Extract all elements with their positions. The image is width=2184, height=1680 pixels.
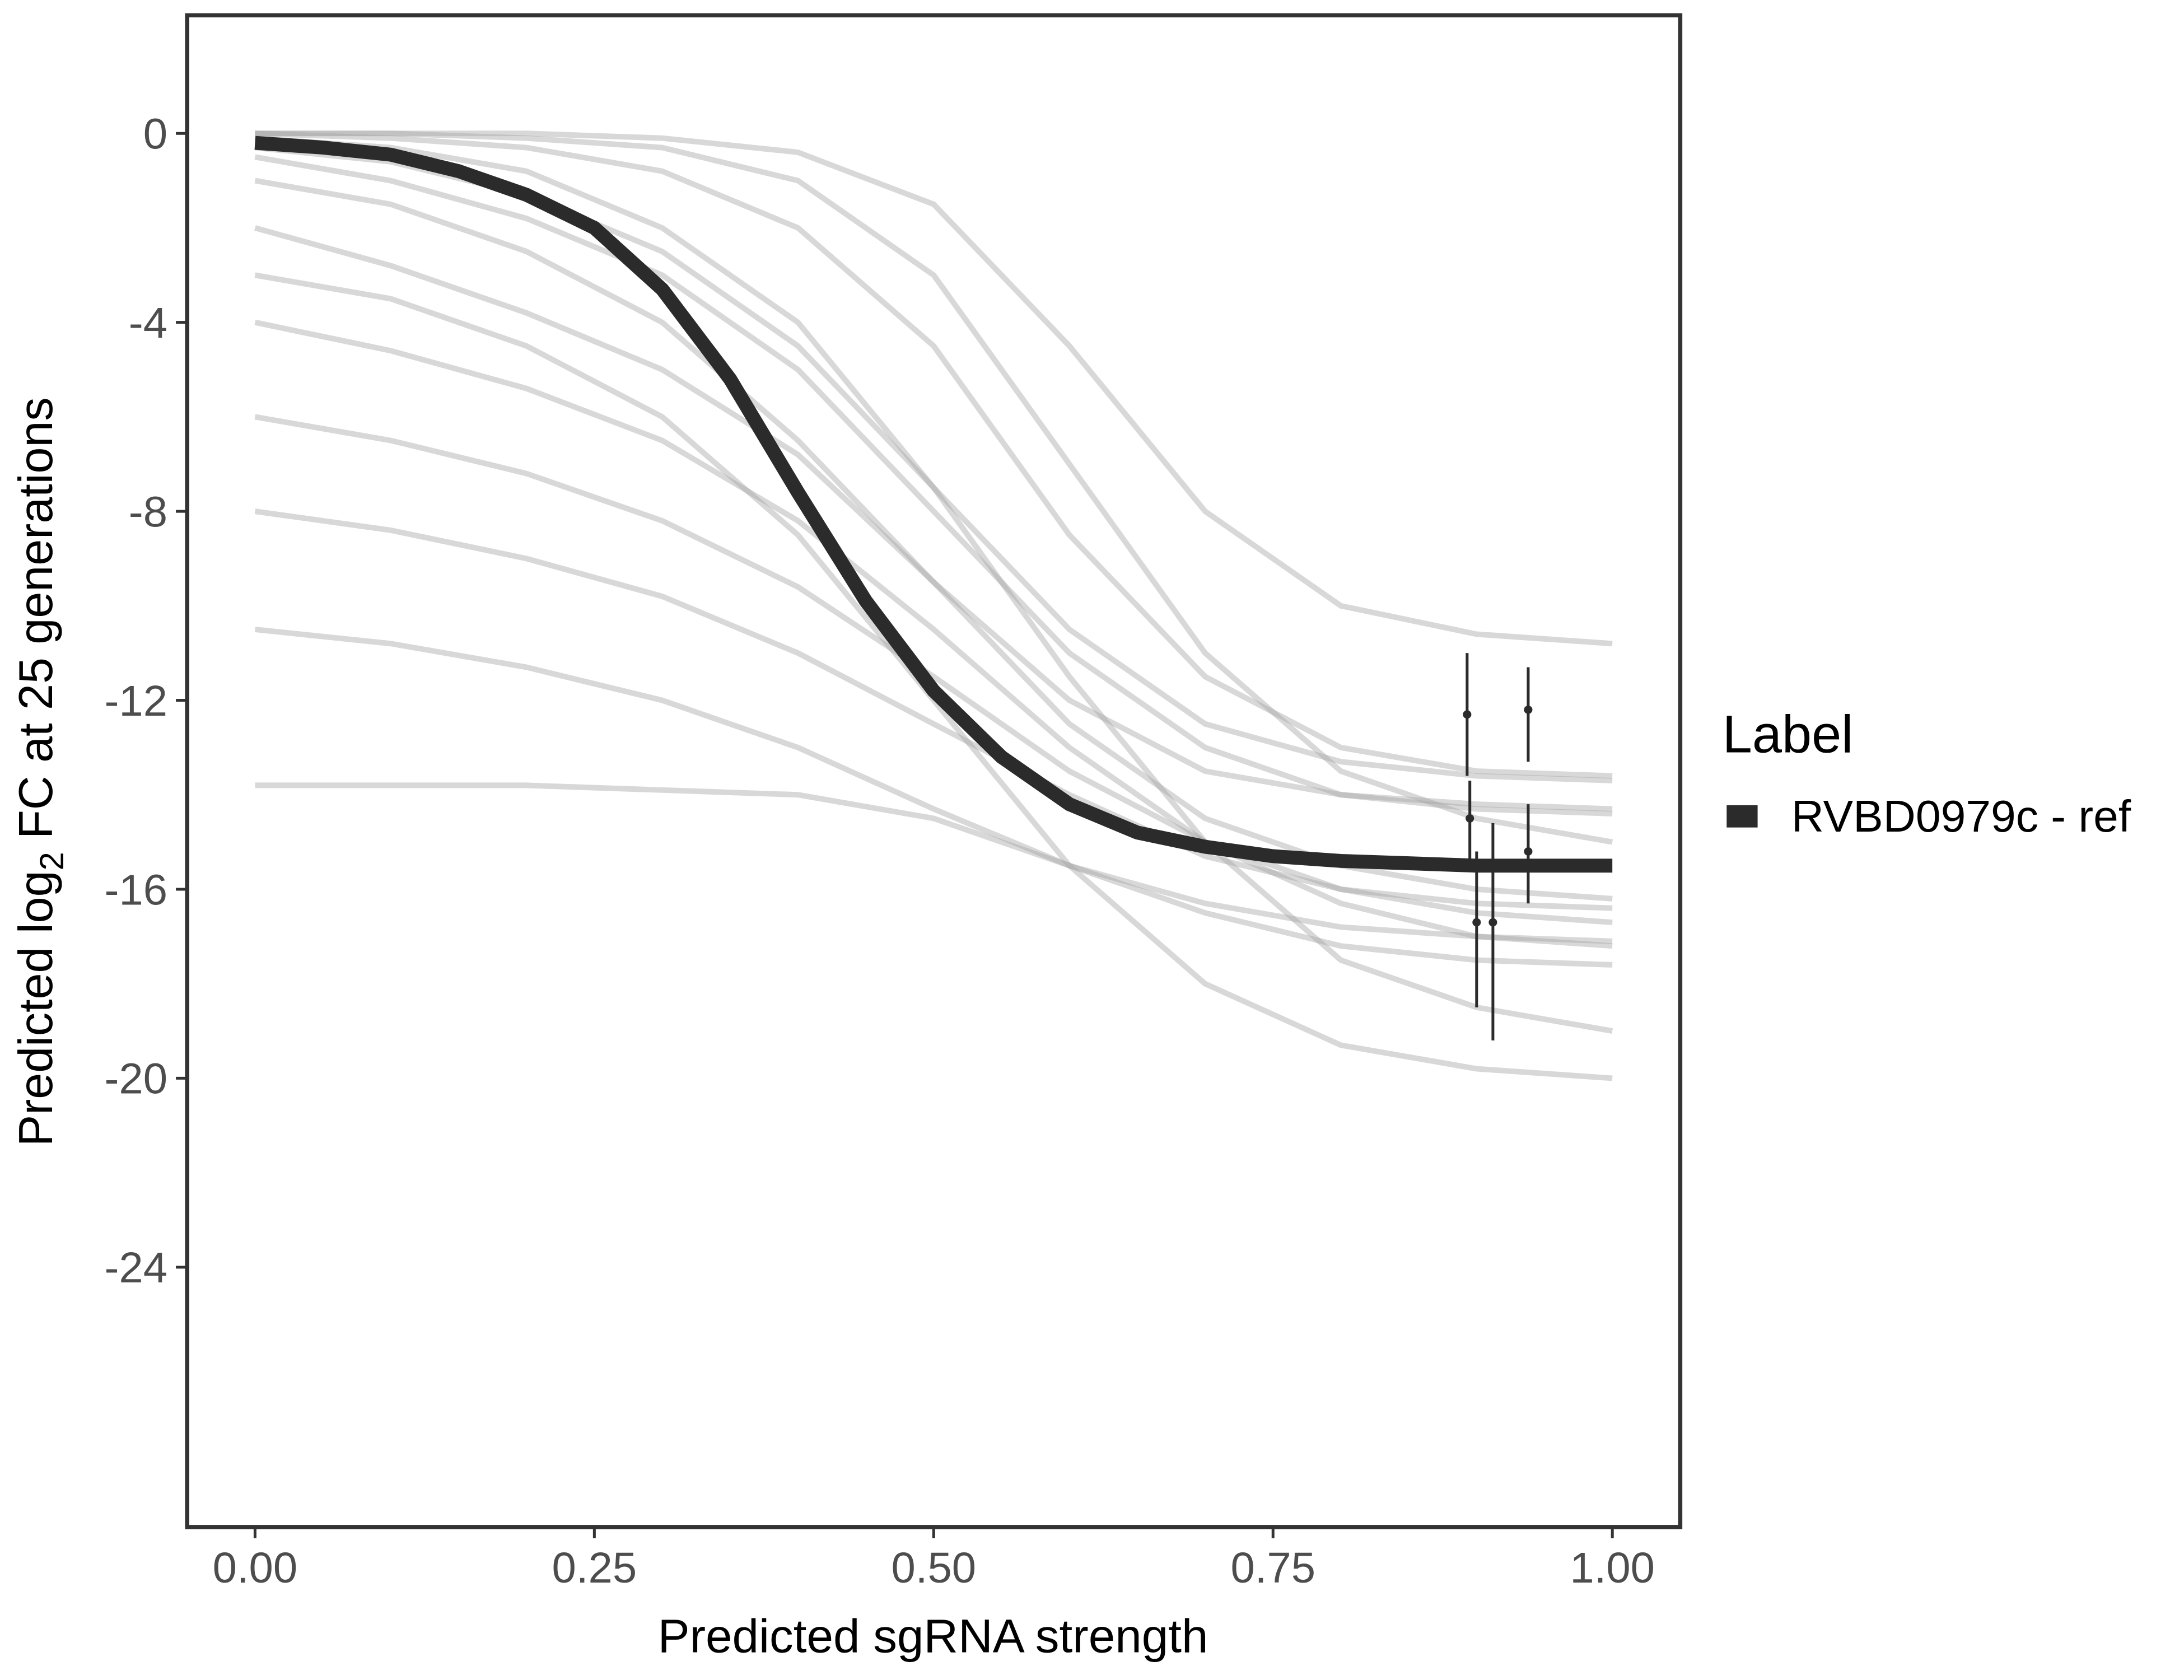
data-point <box>1488 918 1497 927</box>
x-tick-label: 0.00 <box>213 1544 298 1592</box>
x-tick-label: 1.00 <box>1570 1544 1655 1592</box>
data-point <box>1472 918 1481 927</box>
series-line <box>254 136 1613 873</box>
y-tick-label: -4 <box>129 299 167 347</box>
data-point <box>1524 847 1533 856</box>
x-tick-label: 0.25 <box>552 1544 637 1592</box>
y-tick-label: -8 <box>129 488 167 536</box>
y-axis-title-part: Predicted log <box>9 870 63 1146</box>
posterior-draw <box>254 225 1613 902</box>
plot-area <box>254 130 1613 1081</box>
y-tick-label: 0 <box>143 110 167 158</box>
posterior-draw <box>254 414 1613 925</box>
posterior-draw <box>255 130 1613 779</box>
y-tick-label: -20 <box>104 1055 167 1103</box>
y-tick-label: -12 <box>104 677 167 725</box>
legend-title: Label <box>1723 705 1854 764</box>
y-axis-title-sub: 2 <box>33 852 71 870</box>
posterior-draw <box>254 508 1613 911</box>
x-tick-label: 0.50 <box>891 1544 976 1592</box>
posterior-draw <box>255 782 1613 968</box>
posterior-draw <box>255 135 1613 1034</box>
x-axis-title: Predicted sgRNA strength <box>658 1609 1208 1662</box>
legend-key <box>1726 805 1758 828</box>
data-point <box>1466 814 1474 823</box>
posterior-draw <box>254 627 1613 944</box>
y-tick-label: -16 <box>104 866 167 914</box>
posterior-draw <box>254 319 1613 949</box>
y-axis-title: Predicted log2 FC at 25 generations <box>9 397 71 1146</box>
legend-label: RVBD0979c - ref <box>1791 792 2131 841</box>
posterior-draw <box>254 178 1613 812</box>
data-point <box>1524 705 1533 714</box>
x-tick-label: 0.75 <box>1230 1544 1315 1592</box>
y-tick-label: -24 <box>104 1244 167 1292</box>
posterior-draw <box>255 130 1613 845</box>
y-axis-title-part: FC at 25 generations <box>9 397 63 852</box>
data-point <box>1463 710 1472 719</box>
posterior-draw <box>254 154 1613 816</box>
posterior-draw <box>255 130 1613 647</box>
